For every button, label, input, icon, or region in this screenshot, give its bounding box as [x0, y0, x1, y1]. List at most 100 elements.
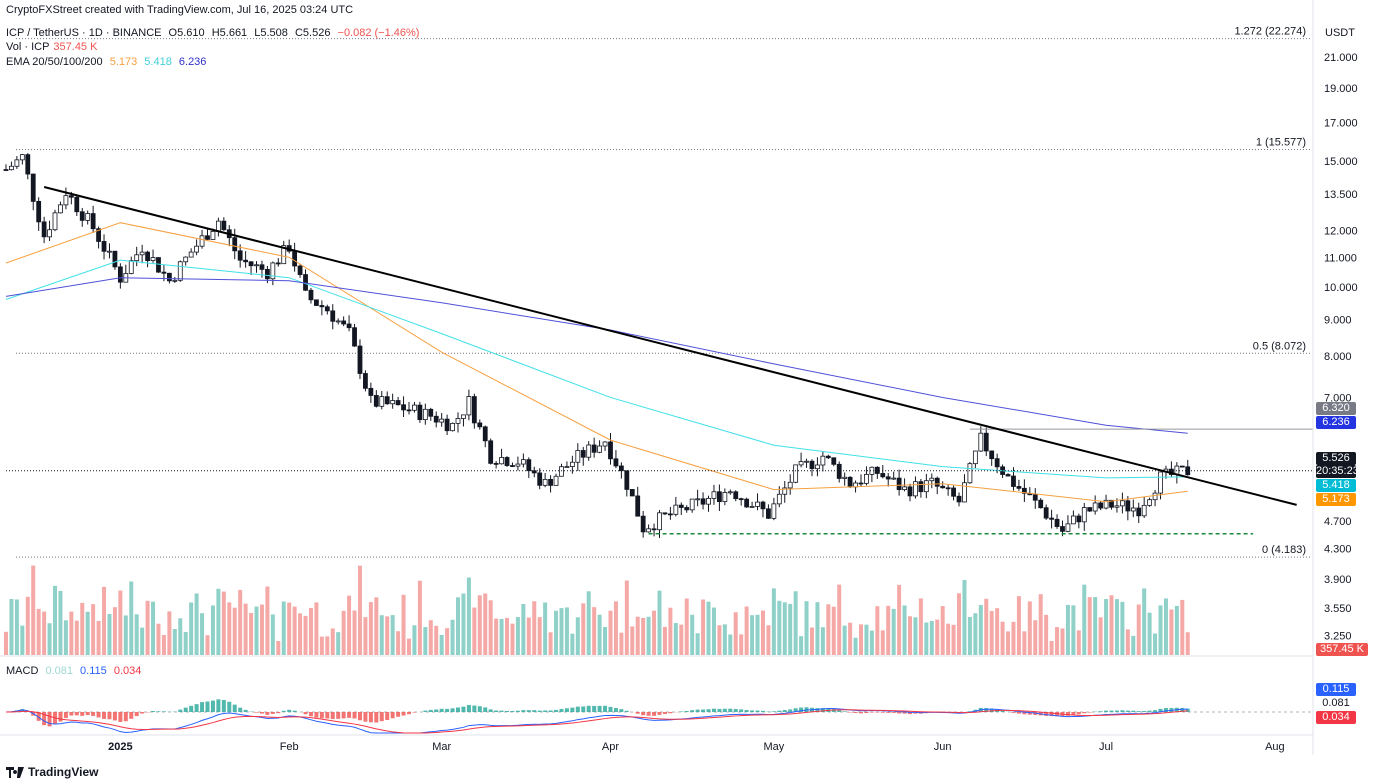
volume-bar: [750, 615, 755, 655]
candle-down: [1087, 507, 1093, 512]
volume-bar: [167, 611, 172, 655]
candle-down: [760, 501, 766, 510]
macd-hist-bar: [379, 712, 384, 722]
volume-bar: [1114, 599, 1119, 655]
price-tick-16: 3.250: [1324, 630, 1352, 642]
volume-bar: [946, 623, 951, 655]
volume-bar: [276, 641, 281, 655]
volume-bar: [232, 607, 237, 655]
macd-hist-bar: [777, 710, 782, 712]
candle-up: [52, 212, 58, 231]
volume-bar: [548, 632, 553, 655]
macd-hist-bar: [461, 706, 466, 712]
volume-bar: [1071, 605, 1076, 655]
volume-bar: [412, 625, 417, 655]
candle-up: [1065, 523, 1071, 532]
volume-bar: [918, 598, 923, 655]
macd-hist-bar: [477, 706, 482, 712]
macd-hist-bar: [668, 712, 673, 714]
volume-bar: [1180, 599, 1185, 655]
volume-bar: [1022, 631, 1027, 655]
volume-bar: [20, 625, 25, 655]
macd-hist-bar: [564, 708, 569, 712]
macd-hist-bar: [608, 706, 613, 712]
candle-down: [847, 476, 853, 488]
candle-down: [874, 466, 880, 474]
candle-up: [553, 475, 559, 486]
volume-bar: [984, 598, 989, 655]
candle-up: [978, 432, 984, 452]
volume-bar: [1169, 609, 1174, 655]
volume-bar: [935, 619, 940, 655]
candle-down: [264, 269, 270, 280]
volume-bar: [880, 630, 885, 655]
macd-hist-bar: [107, 712, 112, 720]
volume-bar: [788, 603, 793, 655]
volume-bar: [559, 608, 564, 655]
volume-bar: [287, 602, 292, 655]
macd-hist-bar: [820, 708, 825, 712]
candle-down: [1179, 465, 1185, 468]
volume-bar: [581, 603, 586, 655]
ema100-line: [5, 259, 1188, 479]
macd-hist-bar: [706, 709, 711, 712]
volume-bar: [554, 610, 559, 655]
volume-bar: [341, 610, 346, 655]
candle-up: [597, 445, 602, 453]
volume-bar: [347, 595, 352, 655]
candle-down: [243, 259, 249, 263]
volume-bar: [902, 605, 907, 655]
volume-bar: [897, 584, 902, 655]
macd-hist-bar: [200, 702, 205, 712]
candle-down: [68, 195, 74, 198]
macd-hist-bar: [47, 712, 52, 727]
candle-down: [1185, 466, 1191, 476]
candle-down: [248, 261, 254, 267]
volume-bar: [913, 617, 918, 655]
candle-down: [428, 408, 434, 417]
volume-bar: [717, 625, 722, 655]
volume-bar: [1136, 604, 1141, 655]
price-tick-1: 19.000: [1324, 83, 1358, 95]
candle-up: [864, 473, 869, 484]
volume-bar: [428, 620, 433, 655]
volume-bar: [1055, 627, 1060, 655]
volume-bar: [270, 614, 275, 655]
candle-down: [259, 264, 265, 270]
candle-down: [831, 457, 837, 465]
macd-hist-bar: [221, 699, 226, 712]
candle-down: [983, 432, 989, 452]
volume-bar: [842, 625, 847, 655]
volume-bar: [385, 616, 390, 655]
candle-down: [951, 487, 956, 497]
candle-up: [771, 503, 777, 519]
macd-hist-bar: [1000, 710, 1005, 712]
price-tick-10: 7.000: [1324, 392, 1352, 404]
fib-levels: 1.272 (22.274) 1 (15.577) 0.5 (8.072) 0 (4.…: [16, 26, 1311, 558]
macd-hist-bar: [368, 712, 373, 723]
volume-bar: [25, 596, 30, 655]
macd-hist-bar: [374, 712, 379, 723]
price-tick-3: 15.000: [1324, 156, 1358, 168]
volume-bar: [74, 620, 79, 655]
currency-label: USDT: [1325, 27, 1355, 39]
macd-hist-bar: [227, 701, 232, 712]
volume-bar: [42, 611, 47, 655]
candle-up: [673, 504, 679, 515]
candle-up: [706, 497, 711, 505]
candle-down: [1136, 507, 1142, 517]
volume-bar: [445, 628, 450, 655]
candle-down: [401, 404, 406, 411]
macd-hist-bar: [189, 705, 194, 712]
candle-down: [651, 528, 657, 531]
volume-bar: [210, 605, 215, 655]
candle-up: [1114, 505, 1120, 508]
macd-hist-bar: [129, 712, 134, 719]
volume-bar: [450, 619, 455, 655]
macd-hist-bar: [390, 712, 395, 719]
candle-up: [646, 528, 652, 533]
volume-bar: [227, 602, 232, 655]
macd-hist-bar: [254, 712, 259, 713]
candle-down: [940, 485, 946, 489]
